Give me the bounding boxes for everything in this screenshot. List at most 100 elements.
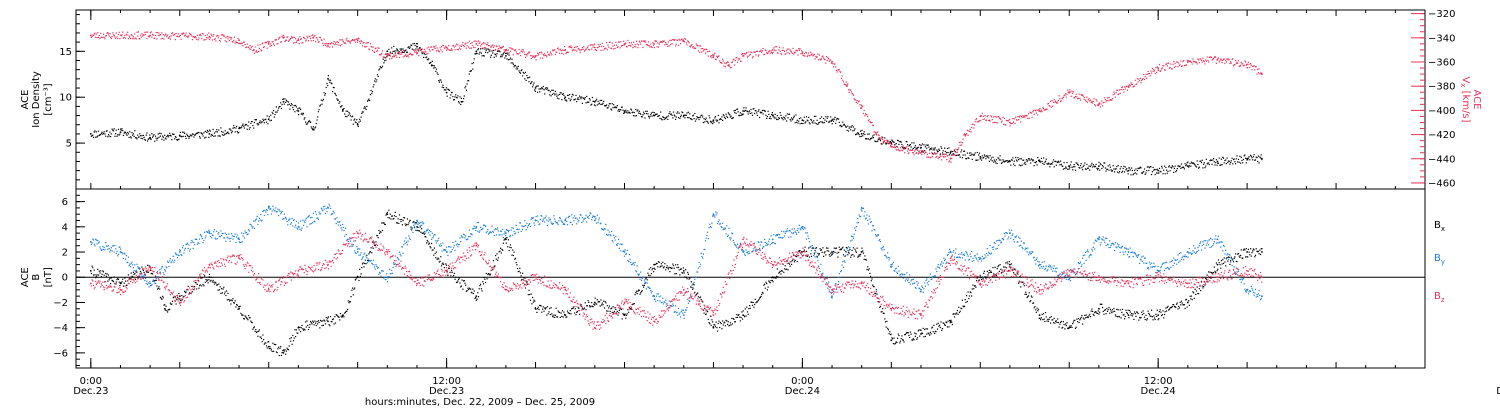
data-point (1082, 169, 1084, 171)
data-point (889, 142, 891, 144)
data-point (402, 48, 404, 50)
data-point (1000, 271, 1003, 274)
data-point (233, 302, 235, 304)
data-point (983, 156, 985, 159)
data-anchor-point (593, 100, 596, 103)
data-anchor-point (801, 51, 804, 54)
data-point (1121, 308, 1124, 310)
data-point (1026, 296, 1028, 299)
data-point (1116, 316, 1119, 318)
data-point (710, 55, 712, 57)
data-point (1053, 166, 1055, 168)
data-point (440, 49, 442, 51)
data-point (472, 62, 475, 64)
data-point (668, 45, 670, 47)
data-point (196, 132, 198, 134)
data-point (1236, 155, 1238, 157)
data-point (256, 331, 258, 333)
data-point (289, 338, 291, 340)
data-point (574, 49, 576, 51)
data-point (956, 151, 958, 153)
data-point (495, 258, 497, 260)
data-point (585, 102, 587, 104)
data-point (700, 114, 702, 116)
data-point (854, 128, 856, 130)
data-point (438, 81, 440, 83)
data-point (181, 299, 184, 301)
data-point (304, 37, 306, 40)
data-point (664, 263, 666, 265)
data-point (600, 299, 602, 301)
data-point (564, 46, 566, 48)
data-point (751, 301, 753, 303)
data-point (366, 260, 369, 262)
data-point (649, 115, 651, 118)
data-point (1126, 85, 1128, 87)
data-point (258, 329, 260, 331)
data-point (635, 108, 637, 111)
data-point (218, 129, 220, 131)
data-point (1127, 173, 1129, 175)
data-point (228, 298, 230, 301)
data-point (667, 41, 670, 43)
data-point (537, 52, 539, 54)
data-point (927, 144, 929, 146)
data-point (210, 135, 212, 137)
data-point (475, 297, 477, 299)
data-point (506, 58, 508, 60)
data-point (186, 288, 189, 290)
data-point (720, 322, 722, 325)
data-point (944, 324, 946, 326)
data-point (931, 156, 934, 158)
data-point (1193, 163, 1195, 165)
data-point (163, 304, 165, 306)
data-point (685, 276, 687, 278)
data-point (635, 290, 638, 292)
data-point (119, 285, 121, 287)
data-point (1208, 164, 1210, 166)
data-point (1179, 64, 1181, 66)
data-point (816, 256, 818, 258)
data-point (310, 121, 312, 123)
data-point (1220, 158, 1222, 160)
data-point (859, 104, 861, 106)
data-point (598, 102, 601, 104)
data-point (135, 38, 137, 40)
data-point (551, 89, 553, 91)
data-point (921, 332, 924, 334)
data-point (1178, 62, 1180, 64)
data-point (808, 247, 810, 249)
data-point (1140, 167, 1142, 169)
data-point (118, 281, 120, 283)
data-point (711, 57, 713, 59)
data-point (522, 49, 524, 51)
data-point (1090, 101, 1092, 104)
data-point (342, 109, 344, 111)
data-point (538, 88, 540, 90)
data-point (867, 120, 869, 122)
data-point (236, 125, 238, 127)
data-point (1207, 59, 1209, 61)
data-point (632, 111, 634, 113)
data-point (892, 146, 894, 148)
data-point (1172, 166, 1174, 168)
data-point (185, 32, 187, 34)
data-point (1154, 73, 1156, 75)
data-point (1016, 119, 1018, 121)
data-point (592, 306, 594, 308)
data-point (912, 152, 914, 154)
data-point (739, 316, 741, 318)
data-point (452, 95, 454, 98)
data-point (692, 283, 694, 285)
data-point (940, 146, 942, 148)
data-point (1010, 122, 1013, 125)
data-point (455, 281, 458, 284)
data-point (191, 133, 194, 135)
data-point (292, 106, 294, 109)
data-point (97, 36, 100, 38)
data-point (134, 137, 137, 139)
data-point (696, 293, 698, 295)
data-point (495, 48, 497, 51)
data-point (983, 272, 985, 274)
data-point (904, 152, 906, 154)
